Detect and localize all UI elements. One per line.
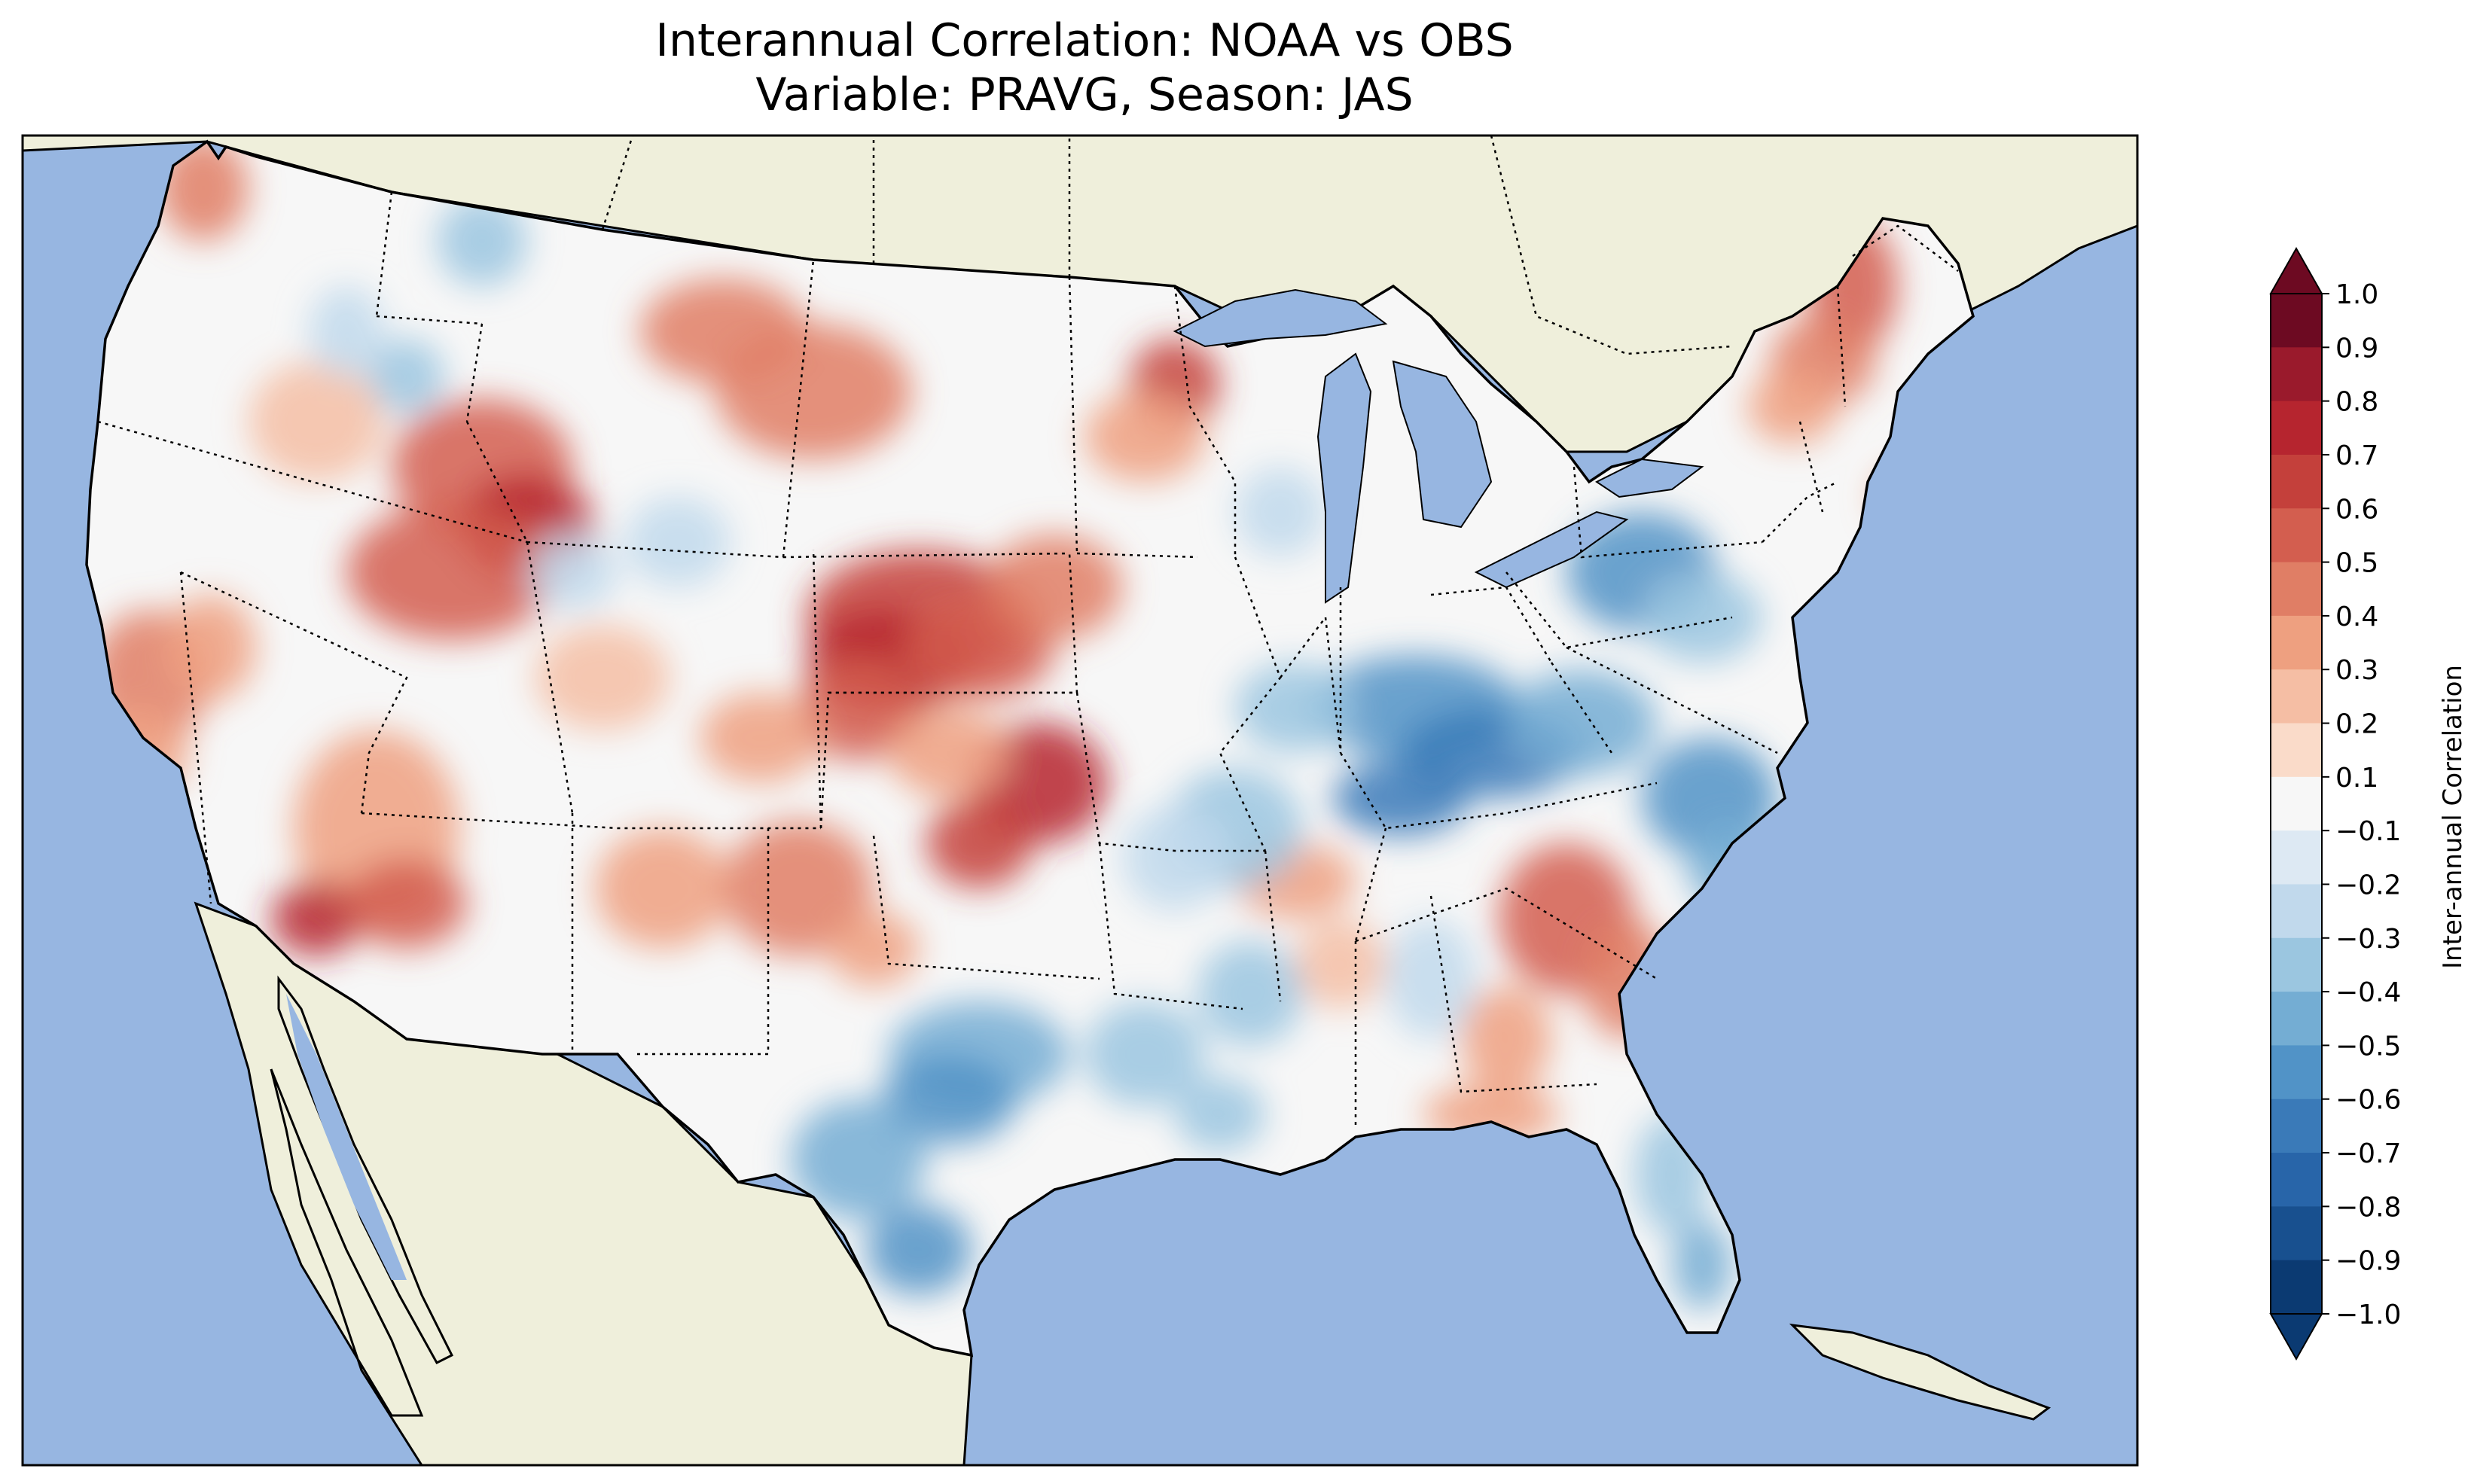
colorbar-tick-label: −0.8 bbox=[2335, 1192, 2401, 1223]
lake-superior bbox=[1173, 288, 1388, 348]
colorbar-outline bbox=[2270, 294, 2323, 1314]
colorbar-tick-label: 0.9 bbox=[2335, 333, 2378, 364]
colorbar-band bbox=[2271, 723, 2322, 778]
colorbar-band bbox=[2271, 830, 2322, 885]
figure-title: Interannual Correlation: NOAA vs OBS Var… bbox=[0, 14, 2169, 122]
colorbar-band bbox=[2271, 884, 2322, 939]
colorbar-tick-label: −0.2 bbox=[2335, 870, 2401, 900]
colorbar-tick-label: 0.8 bbox=[2335, 387, 2378, 418]
colorbar-band bbox=[2271, 508, 2322, 563]
colorbar-extend-under bbox=[2269, 1313, 2323, 1361]
colorbar-label: Inter-annual Correlation bbox=[2438, 665, 2468, 969]
colorbar-tick-label: 0.2 bbox=[2335, 709, 2378, 740]
colorbar-tick-label: 0.4 bbox=[2335, 602, 2378, 632]
lake-ontario bbox=[1595, 458, 1704, 498]
colorbar-band bbox=[2271, 669, 2322, 724]
colorbar-tick-label: −0.9 bbox=[2335, 1246, 2401, 1277]
colorbar-tick-label: −0.6 bbox=[2335, 1085, 2401, 1116]
colorbar-band bbox=[2271, 1153, 2322, 1207]
mexico-land bbox=[194, 901, 973, 1465]
title-line-2: Variable: PRAVG, Season: JAS bbox=[755, 69, 1414, 121]
colorbar-tick-label: 1.0 bbox=[2335, 279, 2378, 310]
colorbar-tick-label: −0.4 bbox=[2335, 977, 2401, 1008]
canada-borders bbox=[601, 136, 1959, 355]
colorbar-tick-label: 0.3 bbox=[2335, 655, 2378, 686]
colorbar-tick-label: −0.1 bbox=[2335, 816, 2401, 847]
colorbar-band bbox=[2271, 992, 2322, 1047]
title-line-1: Interannual Correlation: NOAA vs OBS bbox=[655, 14, 1514, 67]
us-coastline bbox=[85, 139, 1975, 1358]
colorbar-extend-over bbox=[2269, 246, 2323, 294]
colorbar-tick-label: 0.5 bbox=[2335, 548, 2378, 579]
colorbar-band bbox=[2271, 294, 2322, 348]
colorbar-band bbox=[2271, 401, 2322, 456]
cuba-land bbox=[1789, 1323, 2051, 1421]
state-borders bbox=[97, 140, 1847, 1129]
lake-huron bbox=[1392, 360, 1493, 529]
colorbar-tick-label: 0.1 bbox=[2335, 763, 2378, 794]
colorbar-band bbox=[2271, 562, 2322, 617]
correlation-field bbox=[87, 142, 1951, 1310]
colorbar-band bbox=[2271, 1206, 2322, 1261]
colorbar-band bbox=[2271, 776, 2322, 831]
colorbar-band bbox=[2271, 937, 2322, 992]
colorbar-tick-label: 0.7 bbox=[2335, 440, 2378, 471]
colorbar-band bbox=[2271, 347, 2322, 402]
colorbar-band bbox=[2271, 454, 2322, 509]
colorbar-band bbox=[2271, 1260, 2322, 1315]
colorbar-tick-label: −0.3 bbox=[2335, 924, 2401, 955]
lake-michigan bbox=[1316, 352, 1372, 604]
colorbar-band bbox=[2271, 1099, 2322, 1153]
colorbar-band bbox=[2271, 615, 2322, 670]
colorbar-tick-label: −0.5 bbox=[2335, 1031, 2401, 1062]
colorbar-tick-label: 0.6 bbox=[2335, 494, 2378, 525]
map-frame bbox=[21, 134, 2139, 1467]
gulf-of-california bbox=[286, 994, 407, 1280]
colorbar-tick-label: −1.0 bbox=[2335, 1300, 2401, 1330]
colorbar-band bbox=[2271, 1045, 2322, 1100]
colorbar-tick-label: −0.7 bbox=[2335, 1138, 2401, 1169]
